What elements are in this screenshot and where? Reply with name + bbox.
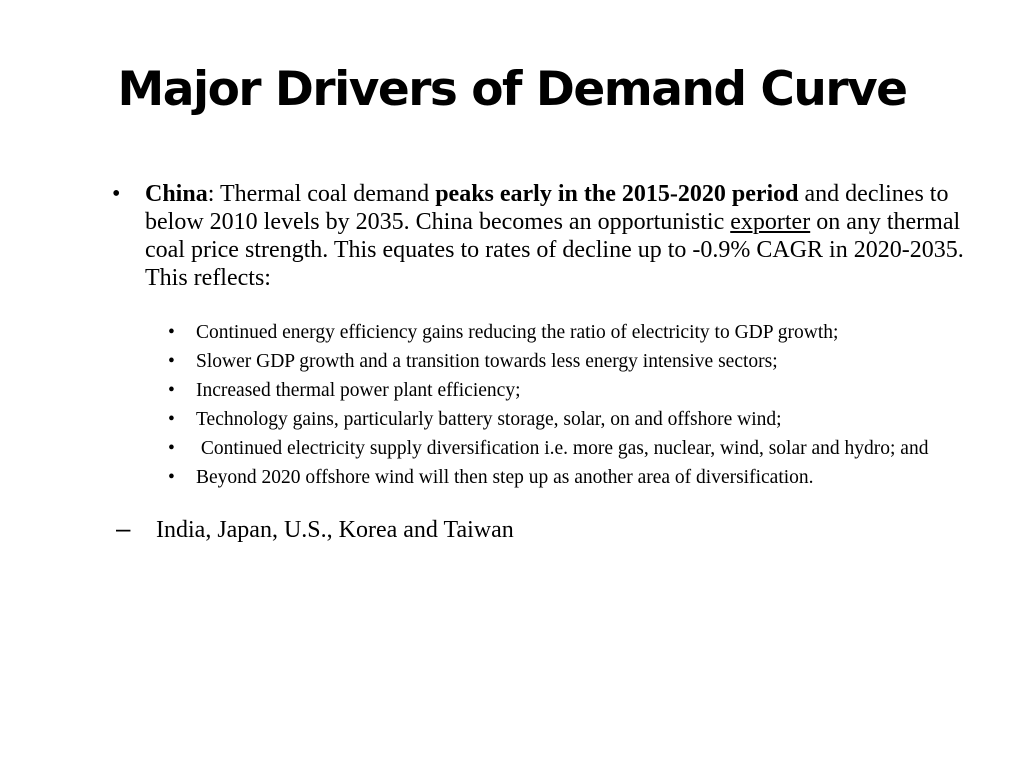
point-text-2: and declines to below 2010 levels by 203…: [145, 181, 949, 235]
list-item-text: Continued electricity supply diversifica…: [196, 438, 929, 459]
separator: :: [207, 181, 220, 207]
list-item: • Increased thermal power plant efficienc…: [112, 380, 982, 401]
bullet-icon: •: [168, 351, 175, 372]
list-item-text: Continued energy efficiency gains reduci…: [196, 322, 839, 343]
slide-title: Major Drivers of Demand Curve: [117, 62, 908, 117]
list-item: • Continued energy efficiency gains reduc…: [112, 322, 982, 343]
bold-phrase: peaks early in the 2015-2020 period: [435, 181, 799, 207]
bullet-icon: •: [168, 409, 175, 430]
point-text-1: Thermal coal demand: [219, 181, 436, 207]
china-label: China: [145, 181, 208, 207]
bullet-icon: •: [112, 181, 121, 207]
list-item: • Slower GDP growth and a transition towa…: [112, 351, 982, 372]
list-item-text: Beyond 2020 offshore wind will then step…: [196, 467, 814, 488]
list-item-text: Increased thermal power plant efficiency…: [196, 380, 521, 401]
list-item-text: Slower GDP growth and a transition towar…: [196, 351, 778, 372]
underlined-word: exporter: [730, 209, 811, 235]
dash-point: – India, Japan, U.S., Korea and Taiwan: [116, 513, 982, 544]
bullet-icon: •: [168, 438, 175, 459]
bullet-icon: •: [168, 380, 175, 401]
list-item-text: Technology gains, particularly battery s…: [196, 409, 782, 430]
china-bullet-point: • China: Thermal coal demand peaks early …: [112, 180, 982, 292]
dash-point-text: India, Japan, U.S., Korea and Taiwan: [156, 517, 514, 543]
list-item: • Technology gains, particularly battery …: [112, 409, 982, 430]
point-text-3: on any thermal coal price strength. This…: [145, 209, 964, 291]
list-item: • Beyond 2020 offshore wind will then ste…: [112, 467, 982, 488]
list-item: • Continued electricity supply diversifi…: [112, 438, 982, 459]
bullet-icon: •: [168, 467, 175, 488]
sub-bullet-list: • Continued energy efficiency gains reduc…: [112, 322, 982, 488]
slide-body: • China: Thermal coal demand peaks early …: [112, 180, 982, 568]
dash-icon: –: [116, 513, 131, 543]
bullet-icon: •: [168, 322, 175, 343]
